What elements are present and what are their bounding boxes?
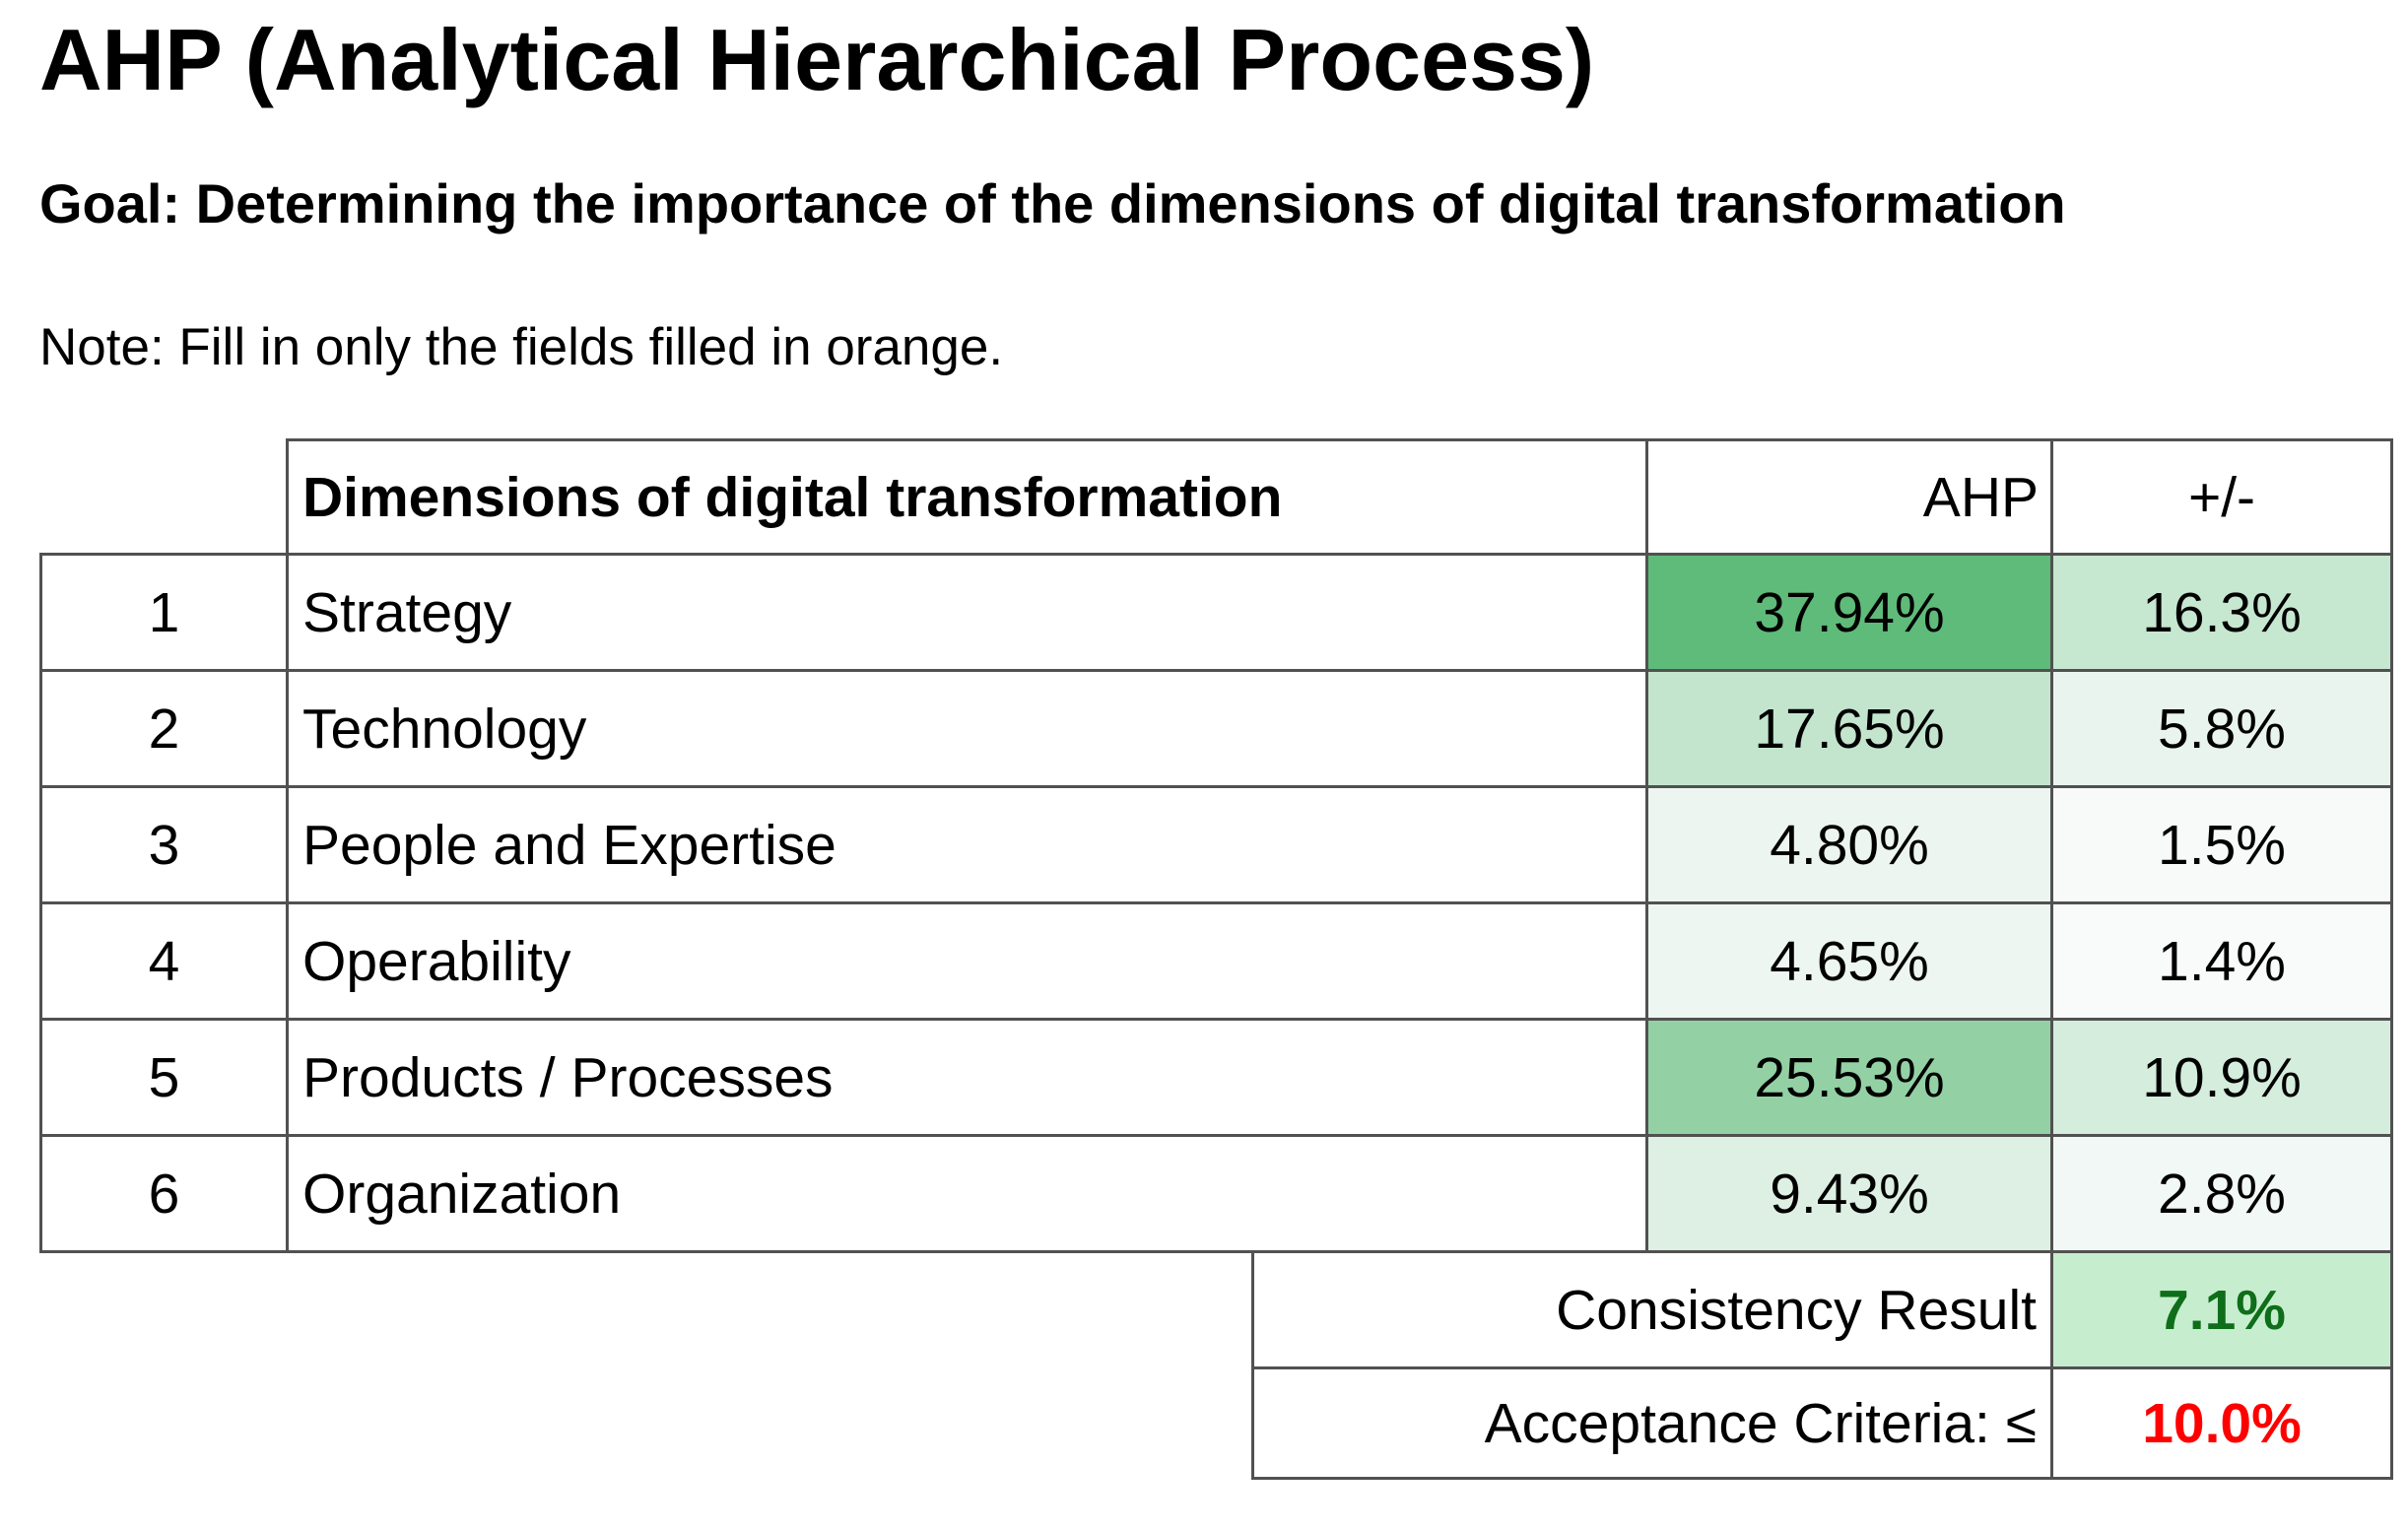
ahp-value-cell: 37.94% [1645,553,2053,672]
acceptance-criteria-value: 10.0% [2050,1366,2393,1480]
dimension-name-cell: Strategy [286,553,1648,672]
row-number-cell: 1 [39,553,289,672]
table-row: 3 People and Expertise 4.80% 1.5% [39,785,2393,904]
consistency-table: Consistency Result 7.1% Acceptance Crite… [1251,1250,2393,1480]
table-row: 5 Products / Processes 25.53% 10.9% [39,1018,2393,1137]
ahp-value-cell: 9.43% [1645,1134,2053,1253]
note-text: Note: Fill in only the fields filled in … [39,318,1004,376]
ahp-value-cell: 4.65% [1645,901,2053,1021]
header-spacer-cell [40,439,288,555]
dimension-name-cell: Products / Processes [286,1018,1648,1137]
delta-header-cell: +/- [2050,438,2393,556]
dimension-name-cell: Technology [286,669,1648,788]
row-number-cell: 3 [39,785,289,904]
consistency-row: Consistency Result 7.1% [1251,1250,2393,1369]
goal-text: Goal: Determining the importance of the … [39,172,2066,234]
ahp-header-cell: AHP [1645,438,2053,556]
table-row: 4 Operability 4.65% 1.4% [39,901,2393,1021]
dimension-name-cell: Organization [286,1134,1648,1253]
ahp-value-cell: 4.80% [1645,785,2053,904]
acceptance-criteria-row: Acceptance Criteria: ≤ 10.0% [1251,1366,2393,1480]
table-row: 6 Organization 9.43% 2.8% [39,1134,2393,1253]
acceptance-criteria-label: Acceptance Criteria: ≤ [1251,1366,2053,1480]
consistency-result-value: 7.1% [2050,1250,2393,1369]
delta-value-cell: 1.4% [2050,901,2393,1021]
row-number-cell: 2 [39,669,289,788]
row-number-cell: 5 [39,1018,289,1137]
delta-value-cell: 16.3% [2050,553,2393,672]
header-row: Dimensions of digital transformation AHP… [40,438,2393,556]
dimension-name-cell: Operability [286,901,1648,1021]
dimension-header-cell: Dimensions of digital transformation [286,438,1648,556]
delta-value-cell: 10.9% [2050,1018,2393,1137]
delta-value-cell: 2.8% [2050,1134,2393,1253]
page-title: AHP (Analytical Hierarchical Process) [39,11,1595,108]
ahp-value-cell: 17.65% [1645,669,2053,788]
ahp-table: Dimensions of digital transformation AHP… [39,438,2393,1253]
delta-value-cell: 1.5% [2050,785,2393,904]
row-number-cell: 6 [39,1134,289,1253]
ahp-value-cell: 25.53% [1645,1018,2053,1137]
consistency-result-label: Consistency Result [1251,1250,2053,1369]
row-number-cell: 4 [39,901,289,1021]
dimension-name-cell: People and Expertise [286,785,1648,904]
table-row: 2 Technology 17.65% 5.8% [39,669,2393,788]
table-row: 1 Strategy 37.94% 16.3% [39,553,2393,672]
delta-value-cell: 5.8% [2050,669,2393,788]
